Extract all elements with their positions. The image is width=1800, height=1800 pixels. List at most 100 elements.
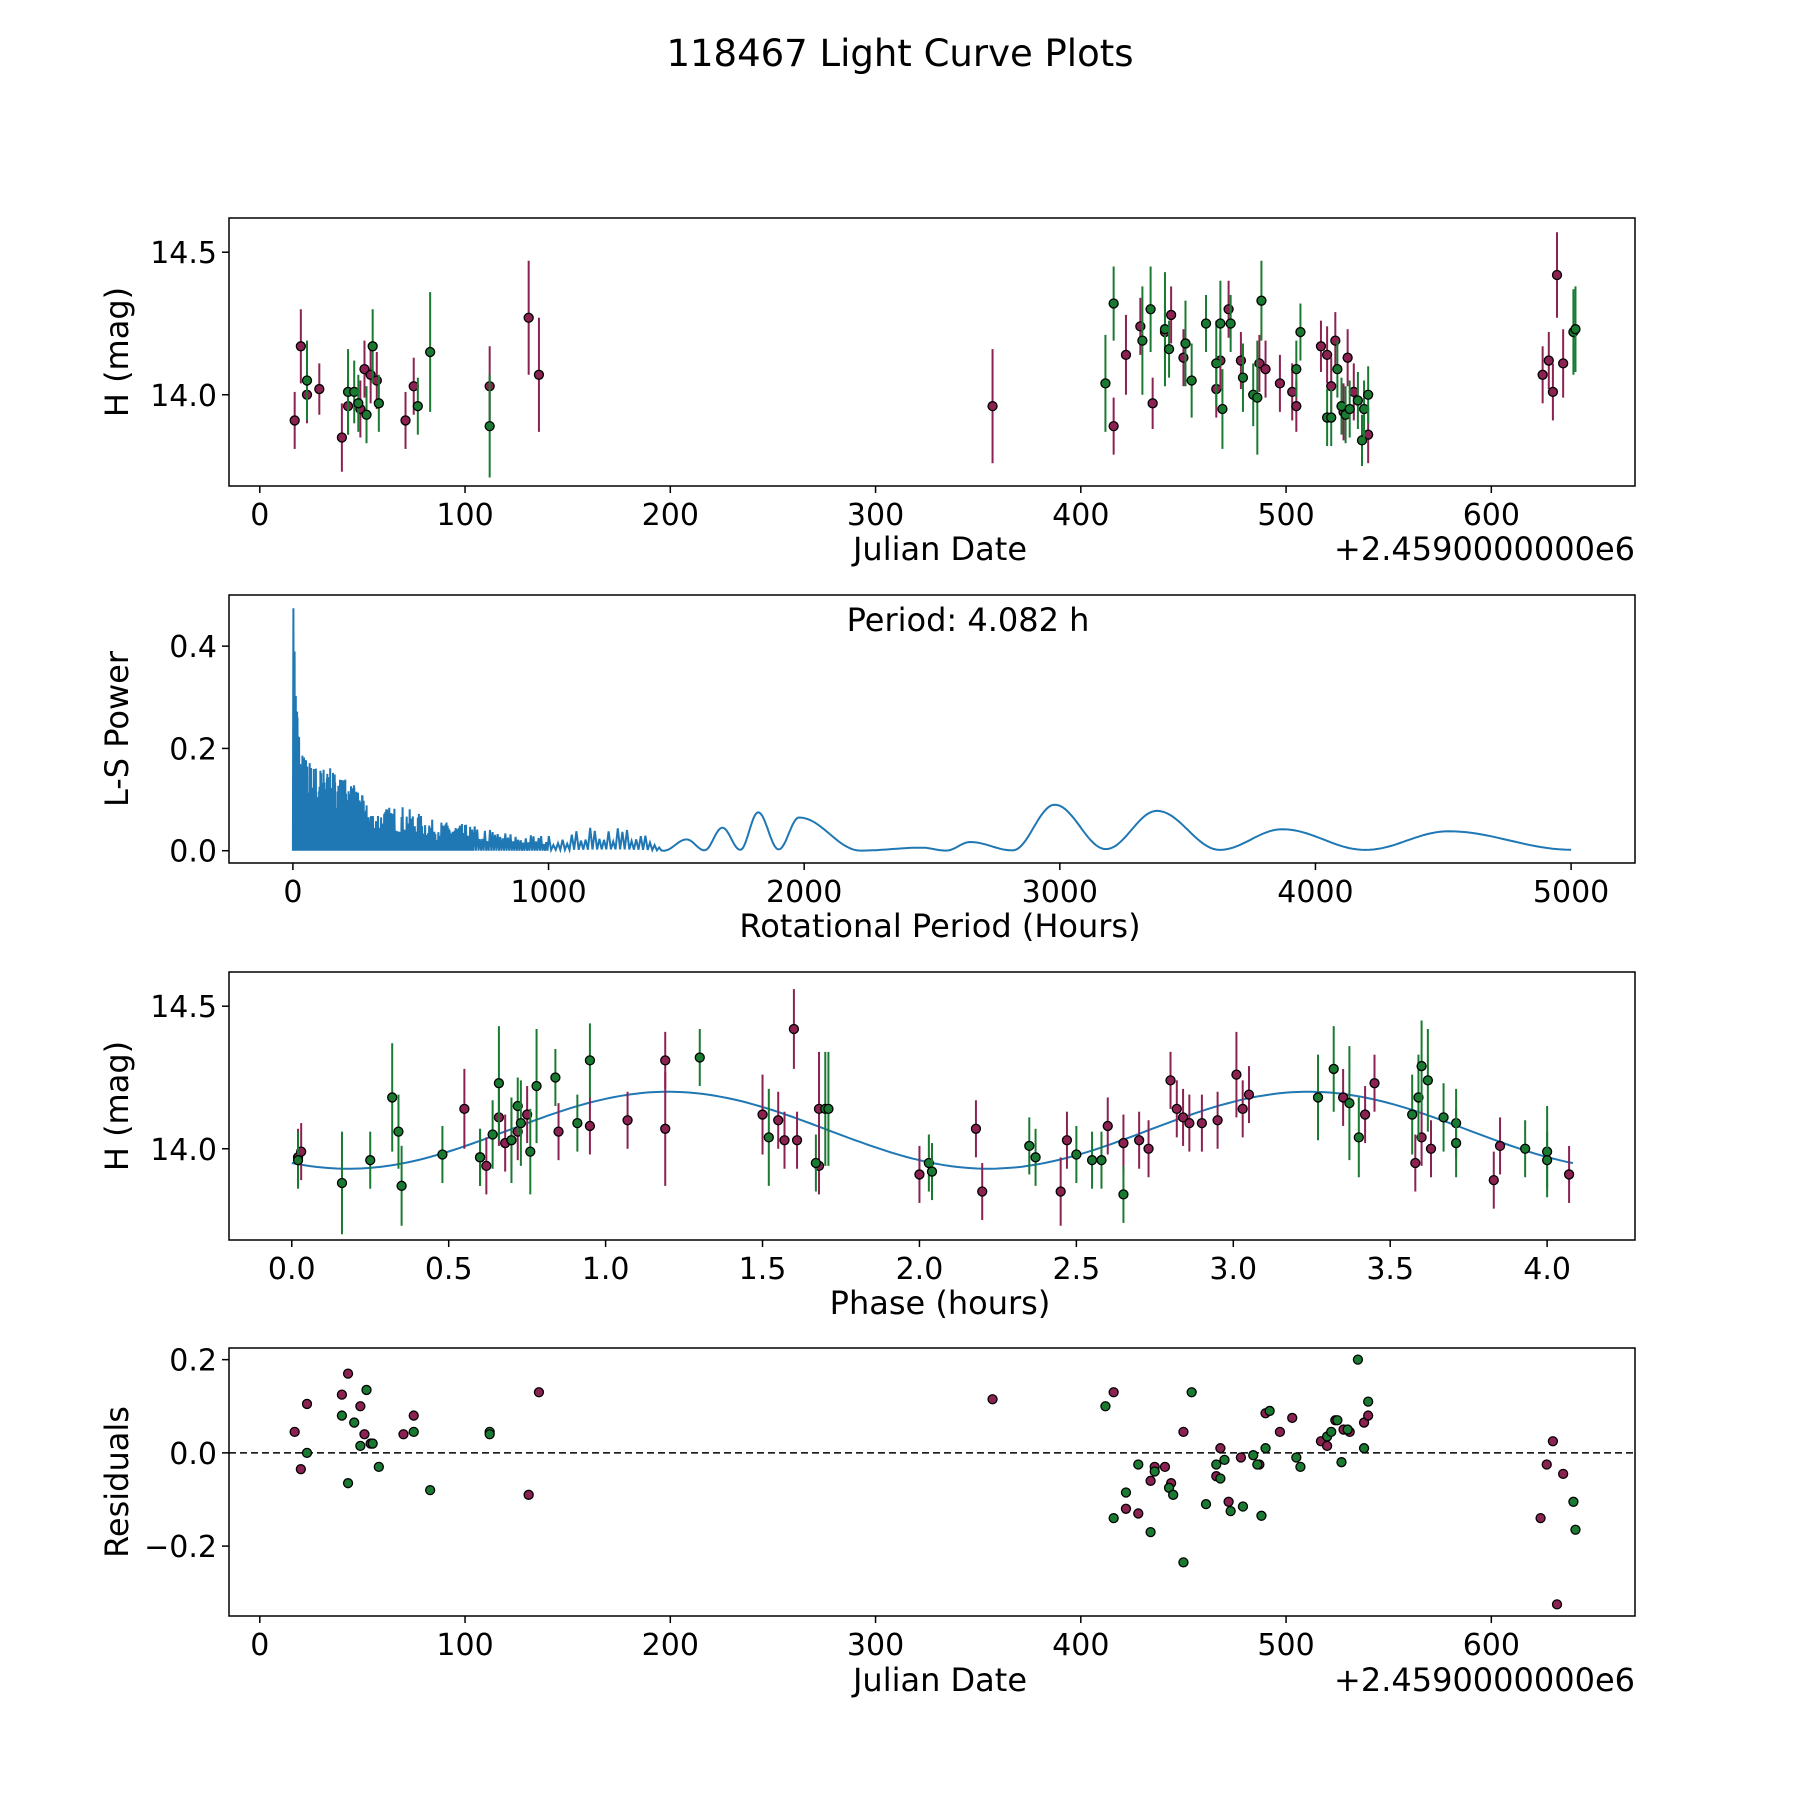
data-point [1321,349,1333,361]
data-point [757,1109,768,1120]
y-axis-label-lc: H (mag) [98,287,136,417]
data-point [1422,1075,1434,1086]
data-point [791,1135,803,1146]
x-tick-label-phase: 4.0 [1523,1252,1571,1287]
data-point [926,1166,938,1177]
data-point [425,1485,436,1496]
data-point [1178,1426,1189,1438]
data-point [359,363,370,375]
data-point [1353,1132,1364,1143]
data-point [314,383,325,395]
data-point [493,1078,505,1089]
x-axis-label-ls: Rotational Period (Hours) [739,907,1140,945]
x-tick-label-resid: 400 [1052,1628,1109,1663]
y-tick-label-lc: 14.5 [150,236,217,271]
data-point [970,1123,982,1134]
x-tick-label-lc: 200 [642,498,699,533]
data-point [1494,1140,1506,1152]
x-tick-label-resid: 300 [847,1628,904,1663]
y-tick-label-resid: −0.2 [144,1530,217,1565]
x-tick-label-phase: 0.5 [425,1252,473,1287]
x-tick-label-lc: 100 [436,498,493,533]
data-point [1358,1443,1370,1454]
data-point [1363,1396,1374,1407]
data-point [361,1384,372,1396]
data-point [1342,1424,1353,1435]
data-point [342,1368,354,1379]
data-point [295,1464,306,1475]
data-point [1256,1510,1267,1521]
data-point [773,1115,784,1126]
data-point [1118,1189,1129,1200]
data-point [349,1417,360,1428]
data-point [1159,1461,1171,1473]
data-point [523,312,534,323]
data-point [1120,1487,1132,1498]
y-tick-label-ls: 0.0 [169,835,217,870]
x-tick-label-lc: 300 [847,498,904,533]
data-point [1342,352,1353,363]
data-point [1312,1092,1324,1103]
data-point [1219,1454,1230,1466]
data-point [408,1410,419,1421]
data-point [289,1426,300,1438]
data-point [1237,1103,1248,1115]
data-point [1163,343,1175,355]
data-point [301,1398,313,1410]
data-point [1100,378,1111,389]
data-point [1178,1557,1189,1568]
data-point [1287,1412,1298,1424]
data-point [1133,1508,1144,1519]
data-point [1256,295,1267,306]
data-point [823,1103,834,1115]
data-point [342,1478,354,1489]
data-point [1326,1426,1337,1438]
data-point [289,415,300,426]
axes-frame-lc [228,217,1636,487]
data-point [1410,1157,1421,1169]
data-point [1133,1459,1144,1470]
data-point [301,375,313,386]
data-point [1217,403,1228,415]
data-point [515,1117,527,1129]
axes-frame-resid [228,1347,1636,1617]
data-point [553,1126,564,1137]
data-point [1071,1149,1082,1160]
data-point [1416,1060,1427,1072]
data-point [1425,1143,1437,1154]
x-tick-label-phase: 0.0 [268,1252,316,1287]
data-point [484,1429,495,1440]
data-point [1535,1512,1546,1524]
data-point [301,1447,313,1459]
x-tick-label-lc: 500 [1257,498,1314,533]
data-point [1143,1143,1154,1154]
data-point [367,1438,378,1449]
plot-area-lc [289,232,1581,478]
data-point [387,1092,398,1103]
data-point [1291,1452,1302,1463]
y-tick-label-lc: 14.0 [150,379,217,414]
data-point [1108,298,1119,309]
data-point [1450,1137,1462,1149]
data-point [660,1055,671,1066]
data-point [1291,363,1302,375]
data-point [694,1052,705,1063]
data-point [1332,363,1343,375]
data-point [1344,1097,1355,1109]
x-tick-label-ls: 1000 [510,875,586,910]
data-point [1520,1143,1531,1154]
x-tick-label-resid: 500 [1257,1628,1314,1663]
data-point [1359,1109,1371,1120]
x-tick-label-phase: 3.0 [1209,1252,1257,1287]
axes-ls: 0 1000 2000 3000 4000 5000 0.0 0.2 0.4 Rotational… [98,594,1636,945]
data-point [1332,1415,1343,1426]
data-point [1108,420,1119,432]
data-point [1547,1436,1559,1447]
data-point [400,415,411,426]
data-point [1541,1459,1552,1470]
data-point [1264,1405,1275,1417]
data-point [1177,1112,1189,1123]
data-point [1168,1489,1179,1500]
x-tick-label-resid: 200 [642,1628,699,1663]
data-point [1215,1443,1226,1454]
